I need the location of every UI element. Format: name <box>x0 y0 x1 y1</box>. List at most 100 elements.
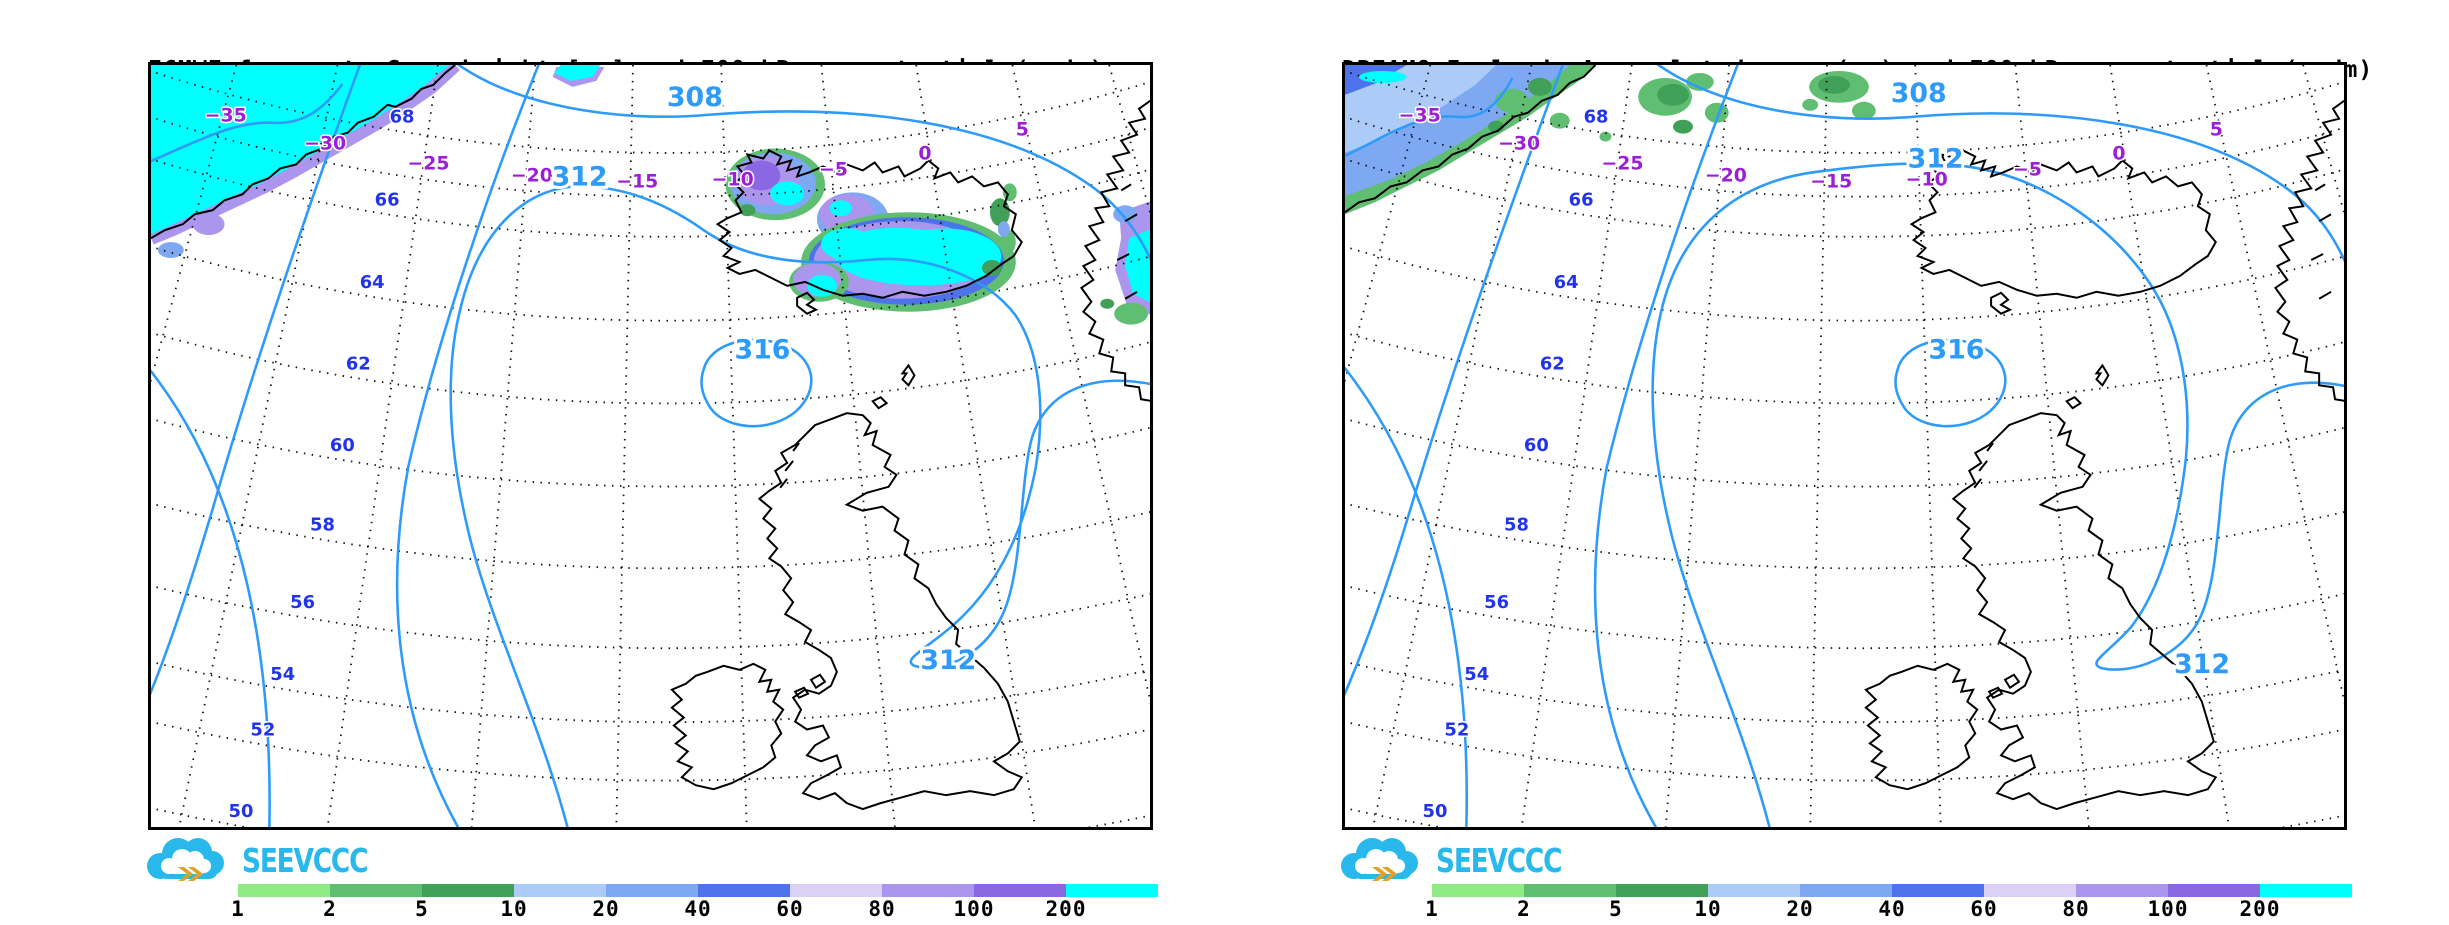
colorbar-segment <box>238 884 330 897</box>
colorbar-segment <box>2260 884 2352 897</box>
colorbar-segment <box>1984 884 2076 897</box>
map-frame: 68 66 64 62 60 58 56 54 52 50 −35 −30 −25 −20 −15 −10 −5… <box>148 62 1153 830</box>
colorbar-tick-label: 20 <box>592 897 620 921</box>
colorbar-tick-label: 1 <box>1425 897 1439 921</box>
colorbar-tick-label: 200 <box>2239 897 2281 921</box>
svg-text:−35: −35 <box>1399 105 1441 127</box>
seevccc-logo: SEEVCCC <box>144 835 399 885</box>
map-frame: 68 66 64 62 60 58 56 54 52 50 −35 −30 −25 −20 −15 −10 −5… <box>1342 62 2347 830</box>
colorbar-tick-label: 10 <box>500 897 528 921</box>
svg-text:−30: −30 <box>1498 133 1540 155</box>
colorbar-tick-label: 2 <box>323 897 337 921</box>
colorbar-tick-label: 60 <box>776 897 804 921</box>
svg-text:−15: −15 <box>616 170 658 192</box>
svg-text:68: 68 <box>390 107 415 128</box>
colorbar-tick-label: 10 <box>1694 897 1722 921</box>
svg-text:58: 58 <box>310 515 335 536</box>
svg-text:312: 312 <box>1908 143 1964 174</box>
snow-colorbar <box>238 884 1158 897</box>
svg-text:316: 316 <box>734 334 790 365</box>
colorbar-tick-label: 60 <box>1970 897 1998 921</box>
colorbar-tick-label: 40 <box>1878 897 1906 921</box>
colorbar-segment <box>1800 884 1892 897</box>
colorbar-segment <box>1066 884 1158 897</box>
colorbar-tick-label: 40 <box>684 897 712 921</box>
snow-colorbar-labels: 1 2 5 10 20 40 60 80 100 200 <box>231 897 1198 923</box>
svg-text:68: 68 <box>1584 107 1609 128</box>
svg-text:58: 58 <box>1504 515 1529 536</box>
svg-text:54: 54 <box>1464 664 1489 685</box>
svg-text:−10: −10 <box>712 168 754 190</box>
colorbar-tick-label: 5 <box>1609 897 1623 921</box>
colorbar-segment <box>1616 884 1708 897</box>
logo-text: SEEVCCC <box>242 840 368 880</box>
svg-text:52: 52 <box>1444 719 1469 740</box>
cloud-logo-icon <box>1341 838 1418 881</box>
svg-text:312: 312 <box>2174 649 2230 680</box>
colorbar-segment <box>514 884 606 897</box>
svg-text:52: 52 <box>250 719 275 740</box>
colorbar-segment <box>2168 884 2260 897</box>
logo-text: SEEVCCC <box>1436 840 1562 880</box>
colorbar-tick-label: 80 <box>868 897 896 921</box>
svg-text:66: 66 <box>1569 189 1594 210</box>
colorbar-tick-label: 100 <box>953 897 995 921</box>
svg-text:56: 56 <box>290 592 315 613</box>
svg-text:−25: −25 <box>407 152 449 174</box>
panel-ecmwf: ECMWF forecast: Snow height [cm] and 700… <box>147 0 1255 925</box>
svg-text:66: 66 <box>375 189 400 210</box>
svg-text:64: 64 <box>1554 272 1579 293</box>
snow-colorbar-labels: 1 2 5 10 20 40 60 80 100 200 <box>1425 897 2392 923</box>
snow-colorbar <box>1432 884 2352 897</box>
svg-text:316: 316 <box>1928 334 1984 365</box>
colorbar-segment <box>1432 884 1524 897</box>
svg-text:0: 0 <box>918 142 931 164</box>
svg-text:−20: −20 <box>1705 164 1747 186</box>
svg-text:−35: −35 <box>205 105 247 127</box>
svg-text:−25: −25 <box>1601 152 1643 174</box>
svg-text:62: 62 <box>1540 353 1565 374</box>
colorbar-tick-label: 200 <box>1045 897 1087 921</box>
svg-text:−10: −10 <box>1906 168 1948 190</box>
cloud-logo-icon <box>147 838 224 881</box>
seevccc-logo: SEEVCCC <box>1338 835 1593 885</box>
svg-text:5: 5 <box>1016 119 1029 141</box>
colorbar-segment <box>330 884 422 897</box>
svg-text:0: 0 <box>2112 142 2125 164</box>
svg-text:308: 308 <box>1891 78 1947 109</box>
svg-text:56: 56 <box>1484 592 1509 613</box>
svg-text:50: 50 <box>1423 801 1448 822</box>
colorbar-segment <box>606 884 698 897</box>
svg-text:62: 62 <box>346 353 371 374</box>
svg-text:−30: −30 <box>304 133 346 155</box>
svg-text:60: 60 <box>1524 435 1549 456</box>
svg-text:−15: −15 <box>1810 170 1852 192</box>
svg-text:64: 64 <box>360 272 385 293</box>
colorbar-segment <box>1524 884 1616 897</box>
svg-text:50: 50 <box>229 801 254 822</box>
colorbar-segment <box>882 884 974 897</box>
colorbar-segment <box>1892 884 1984 897</box>
colorbar-segment <box>1708 884 1800 897</box>
colorbar-tick-label: 2 <box>1517 897 1531 921</box>
colorbar-segment <box>698 884 790 897</box>
colorbar-segment <box>974 884 1066 897</box>
colorbar-tick-label: 20 <box>1786 897 1814 921</box>
colorbar-tick-label: 5 <box>415 897 429 921</box>
colorbar-segment <box>422 884 514 897</box>
svg-text:5: 5 <box>2210 119 2223 141</box>
svg-text:54: 54 <box>270 664 295 685</box>
svg-text:312: 312 <box>552 161 608 192</box>
colorbar-segment <box>2076 884 2168 897</box>
svg-text:−5: −5 <box>2013 158 2042 180</box>
colorbar-tick-label: 80 <box>2062 897 2090 921</box>
svg-text:60: 60 <box>330 435 355 456</box>
svg-text:−5: −5 <box>819 158 848 180</box>
colorbar-tick-label: 100 <box>2147 897 2189 921</box>
panel-dream8: DREAM8−Iceland: Accumulated snow (cm) an… <box>1341 0 2449 925</box>
colorbar-tick-label: 1 <box>231 897 245 921</box>
svg-text:312: 312 <box>920 645 976 676</box>
